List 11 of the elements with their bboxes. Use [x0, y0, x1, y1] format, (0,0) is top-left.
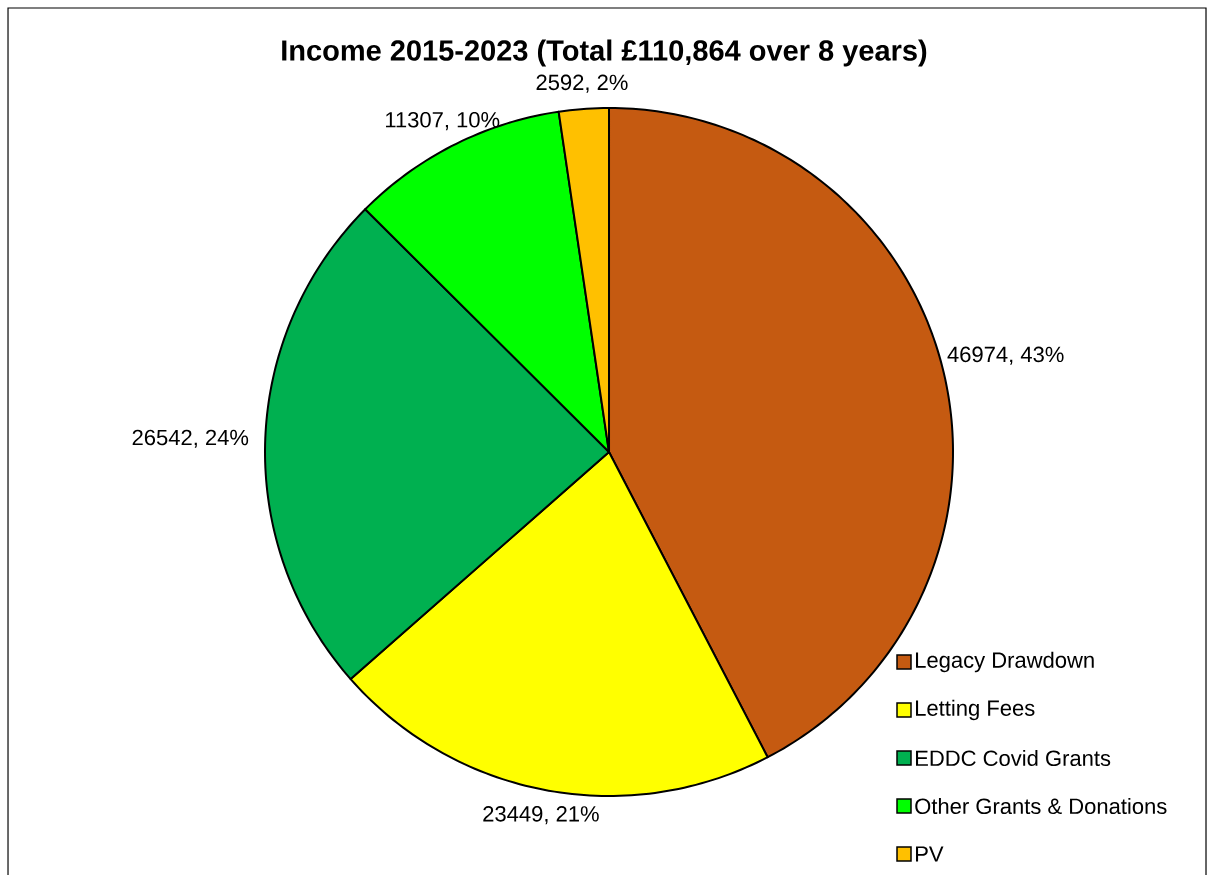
legend-label: PV — [916, 846, 944, 862]
data-label: 46974, 43% — [947, 346, 1064, 365]
data-label: 2592, 2% — [536, 74, 628, 93]
data-label: 23449, 21% — [483, 806, 599, 825]
legend-label: Legacy Drawdown — [916, 651, 1094, 673]
legend-label: EDDC Covid Grants — [916, 749, 1111, 767]
data-label: 26542, 24% — [132, 429, 249, 448]
chart-title: Income 2015-2023 (Total £110,864 over 8 years) — [282, 39, 927, 67]
legend-label: Letting Fees — [916, 699, 1035, 721]
legend-label: Other Grants & Donations — [915, 797, 1167, 815]
data-label: 11307, 10% — [386, 111, 500, 131]
